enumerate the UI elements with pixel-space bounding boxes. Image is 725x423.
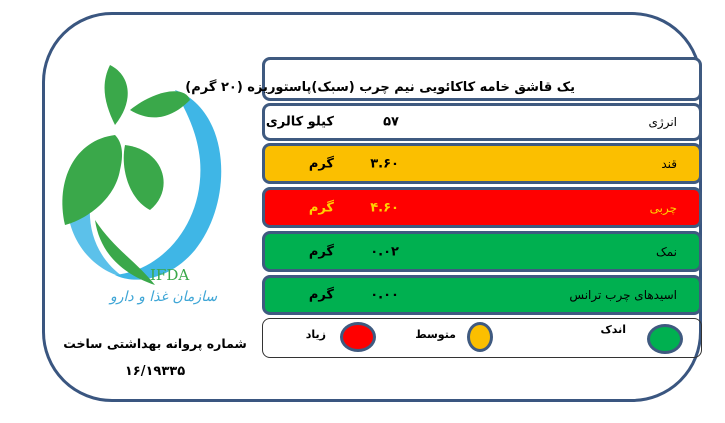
nutrient-row: قند ۳.۶۰ گرم bbox=[262, 143, 702, 184]
legend-high-dot bbox=[340, 322, 376, 352]
nutrient-unit: گرم bbox=[308, 156, 334, 171]
logo-text-en: IFDA bbox=[150, 266, 190, 284]
nutrient-value: ۴.۶۰ bbox=[370, 200, 399, 215]
nutrient-value: ۵۷ bbox=[383, 114, 399, 130]
legend-low-dot bbox=[647, 324, 683, 354]
nutrient-label: اسیدهای چرب ترانس bbox=[569, 288, 677, 302]
nutrient-label: انرژی bbox=[648, 115, 677, 129]
nutrient-label: چربی bbox=[649, 200, 677, 215]
product-title-row: یک قاشق خامه کاکائویی نیم چرب (سبک)پاستو… bbox=[185, 57, 702, 101]
nutrient-unit: گرم bbox=[308, 244, 334, 259]
nutrient-value: ۰.۰۲ bbox=[370, 244, 399, 259]
permit-label: شماره پروانه بهداشتی ساخت bbox=[63, 336, 247, 351]
nutrient-unit: گرم bbox=[308, 287, 334, 303]
nutrient-value: ۳.۶۰ bbox=[370, 156, 399, 171]
logo-text-fa: سازمان غذا و دارو bbox=[110, 289, 218, 305]
nutrient-label: قند bbox=[661, 156, 677, 171]
legend: اندک متوسط زیاد bbox=[262, 318, 702, 358]
ifda-logo: IFDA سازمان غذا و دارو bbox=[55, 50, 235, 310]
nutrient-unit: کیلو کالری bbox=[265, 114, 334, 130]
nutrient-row: انرژی ۵۷ کیلو کالری bbox=[262, 103, 702, 141]
legend-medium-dot bbox=[467, 322, 493, 352]
nutrient-unit: گرم bbox=[308, 200, 334, 215]
legend-medium-label: متوسط bbox=[415, 328, 456, 341]
nutrient-row: اسیدهای چرب ترانس ۰.۰۰ گرم bbox=[262, 275, 702, 315]
nutrient-row: نمک ۰.۰۲ گرم bbox=[262, 231, 702, 272]
nutrient-label: نمک bbox=[655, 244, 677, 259]
permit-number: ۱۶/۱۹۳۳۵ bbox=[124, 364, 186, 379]
product-title: یک قاشق خامه کاکائویی نیم چرب (سبک)پاستو… bbox=[185, 80, 575, 95]
nutrient-value: ۰.۰۰ bbox=[370, 287, 399, 303]
legend-high-label: زیاد bbox=[305, 328, 326, 341]
nutrient-row: چربی ۴.۶۰ گرم bbox=[262, 187, 702, 228]
legend-low-label: اندک bbox=[600, 323, 626, 336]
